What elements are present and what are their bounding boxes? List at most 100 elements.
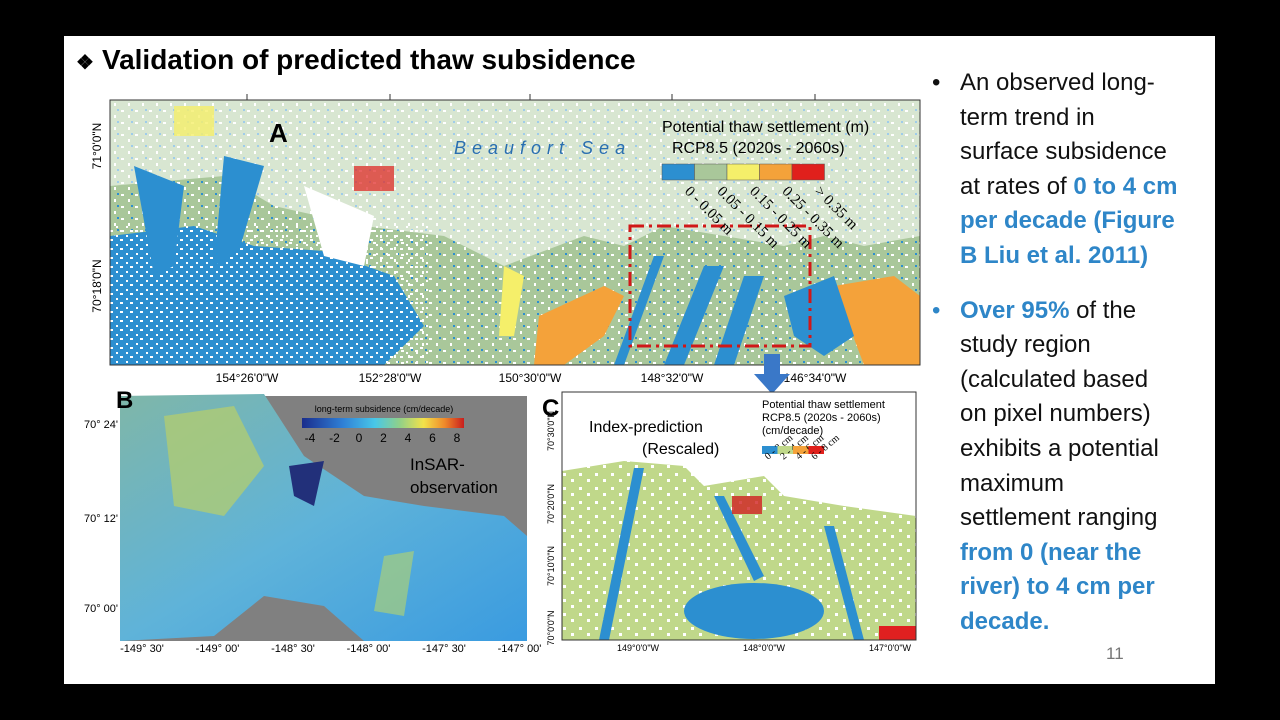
lat-labels: 70° 24' 70° 12' 70° 00' [84, 419, 118, 615]
lat-label: 70°0'0"N [546, 610, 556, 645]
slide: ❖ Validation of predicted thaw subsidence [64, 36, 1215, 684]
text: of the study region (calculated based on… [960, 296, 1159, 532]
orange-zone [834, 276, 920, 365]
page-number: 11 [1106, 644, 1124, 663]
legend-title: Potential thaw settlement [762, 399, 885, 411]
highlight-text: from 0 (near the river) to 4 cm per deca… [960, 538, 1155, 635]
insar-zone [164, 406, 264, 516]
lat-label: 71°0'0"N [90, 123, 104, 170]
lon-labels: -149° 30' -149° 00' -148° 30' -148° 00' -147… [120, 643, 541, 655]
legend-swatch [726, 163, 760, 181]
lon-label: 149°0'0"W [617, 643, 660, 653]
lon-label: 146°34'0"W [784, 371, 847, 385]
legend-swatch [694, 163, 728, 181]
colorbar-tick: -4 [305, 431, 316, 445]
arrow [754, 354, 790, 394]
lon-label: 147°0'0"W [869, 643, 912, 653]
legend-swatch [762, 446, 778, 454]
lon-label: -149° 30' [120, 643, 164, 655]
panel-a: A Beaufort Sea Potential thaw settlement… [90, 94, 921, 394]
lon-label: -147° 00' [498, 643, 542, 655]
panel-label: C [542, 395, 559, 422]
red-zone [732, 496, 762, 514]
highlight-box [628, 224, 812, 348]
lat-label: 70° 24' [84, 419, 118, 431]
annotation: observation [410, 478, 498, 497]
river [599, 468, 644, 640]
river [664, 266, 724, 365]
legend-swatch [808, 446, 824, 454]
annotation: (Rescaled) [642, 441, 719, 458]
lon-label: -148° 00' [347, 643, 391, 655]
lat-label: 70°20'0"N [546, 484, 556, 524]
text: An observed long-term trend in surface s… [960, 69, 1167, 200]
river [714, 276, 764, 365]
lat-labels: 71°0'0"N 70°18'0"N [90, 123, 104, 313]
lon-label: -148° 30' [271, 643, 315, 655]
panel-label: B [116, 387, 133, 414]
lat-label: 70°10'0"N [546, 546, 556, 586]
red-zone [879, 626, 916, 640]
colorbar-ticks: -4 -2 0 2 4 6 8 [305, 431, 461, 445]
lat-label: 70°18'0"N [90, 259, 104, 312]
colorbar-tick: 6 [429, 431, 436, 445]
insar-zone [289, 461, 324, 506]
panel-c: C Index-prediction (Rescaled) Potential … [542, 391, 917, 653]
colorbar-tick: -2 [329, 431, 340, 445]
colorbar-tick: 0 [356, 431, 363, 445]
colorbar-title: long-term subsidence (cm/decade) [315, 404, 454, 414]
legend-swatch [791, 163, 825, 181]
lat-label: 70° 00' [84, 603, 118, 615]
legend-swatch [661, 163, 695, 181]
map-frame [561, 391, 917, 641]
bullet-dot: • [932, 69, 941, 96]
lon-label: 148°32'0"W [641, 371, 704, 385]
lat-label: 70°30'0"N [546, 411, 556, 451]
map-frame [109, 99, 921, 366]
slide-title: Validation of predicted thaw subsidence [101, 44, 636, 75]
lat-label: 70° 12' [84, 513, 118, 525]
red-zone [354, 166, 394, 191]
slide-title-row: ❖ Validation of predicted thaw subsidence [76, 44, 636, 76]
blue-zone [784, 276, 854, 356]
lon-label: 152°28'0"W [359, 371, 422, 385]
highlight-text: Over 95% [960, 296, 1070, 324]
colorbar-tick: 8 [454, 431, 461, 445]
panel-label: A [269, 118, 288, 148]
lon-label: 154°26'0"W [216, 371, 279, 385]
sea-label: Beaufort Sea [454, 138, 631, 158]
lon-labels: 154°26'0"W 152°28'0"W 150°30'0"W 148°32'0"W… [216, 94, 847, 385]
lon-label: -147° 30' [422, 643, 466, 655]
legend-title: (cm/decade) [762, 425, 823, 437]
legend-swatch [793, 446, 809, 454]
lon-label: 150°30'0"W [499, 371, 562, 385]
figure: A Beaufort Sea Potential thaw settlement… [84, 94, 921, 655]
lon-labels: 149°0'0"W 148°0'0"W 147°0'0"W [617, 643, 912, 653]
yellow-zone [174, 106, 214, 136]
colorbar-tick: 2 [380, 431, 387, 445]
colorbar [302, 418, 464, 428]
annotation: InSAR- [410, 455, 465, 474]
bullet-list: • An observed long-term trend in surface … [930, 66, 1180, 660]
legend-swatch [759, 163, 793, 181]
highlight-text: 0 to 4 cm per decade (Figure B Liu et al… [960, 172, 1178, 269]
river [714, 496, 764, 581]
lake [684, 583, 824, 639]
blue-zone [134, 166, 184, 276]
bullet: • An observed long-term trend in surface … [930, 66, 1180, 274]
river [824, 526, 864, 640]
lat-labels: 70°30'0"N 70°20'0"N 70°10'0"N 70°0'0"N [546, 411, 556, 646]
panel-b: long-term subsidence (cm/decade) -4 -2 0 2 4… [84, 387, 541, 655]
annotation: Index-prediction [589, 419, 703, 436]
colorbar-tick: 4 [405, 431, 412, 445]
yellow-zone [499, 266, 524, 336]
orange-zone [534, 286, 624, 365]
bullet: • Over 95% of the study region (calculate… [930, 294, 1180, 640]
legend-title: RCP8.5 (2020s - 2060s) [762, 412, 881, 424]
insar-zone [374, 551, 414, 616]
blue-zone [214, 156, 264, 266]
legend-title: Potential thaw settlement (m) [662, 119, 869, 136]
bullet-dot: • [932, 296, 941, 324]
legend-swatch [777, 446, 793, 454]
legend-subtitle: RCP8.5 (2020s - 2060s) [672, 140, 845, 157]
